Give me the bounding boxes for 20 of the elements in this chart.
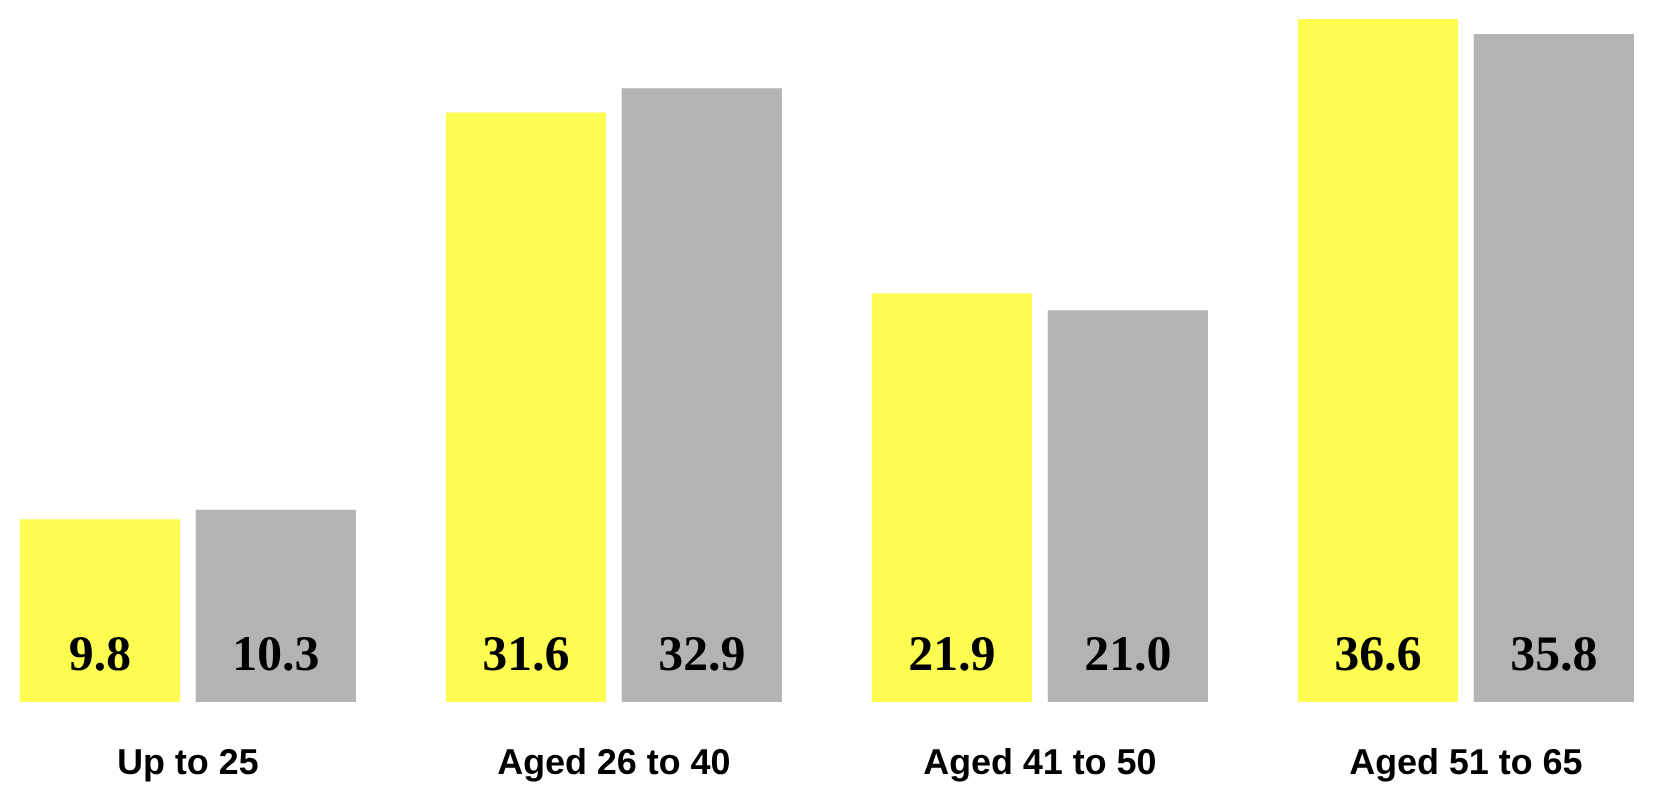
data-label: 21.0 bbox=[1086, 636, 1170, 671]
data-label: 36.6 bbox=[1336, 637, 1421, 671]
x-tick-label: Aged 41 to 50 bbox=[924, 748, 1155, 782]
bar bbox=[445, 112, 606, 702]
data-label: 32.9 bbox=[660, 637, 744, 671]
data-label: 10.3 bbox=[236, 636, 318, 671]
data-label: 21.9 bbox=[910, 637, 994, 671]
bar bbox=[19, 519, 180, 702]
bar bbox=[1473, 34, 1634, 702]
data-label: 31.6 bbox=[484, 637, 569, 671]
data-label: 35.8 bbox=[1512, 636, 1596, 671]
data-label: 9.8 bbox=[70, 636, 130, 671]
bar bbox=[621, 88, 782, 702]
bar bbox=[1047, 310, 1208, 702]
bar bbox=[195, 509, 356, 702]
x-tick-label: Up to 25 bbox=[119, 748, 258, 782]
bar bbox=[1297, 19, 1458, 702]
x-tick-label: Aged 26 to 40 bbox=[498, 748, 729, 782]
bar bbox=[871, 293, 1032, 702]
x-tick-label: Aged 51 to 65 bbox=[1350, 748, 1582, 782]
